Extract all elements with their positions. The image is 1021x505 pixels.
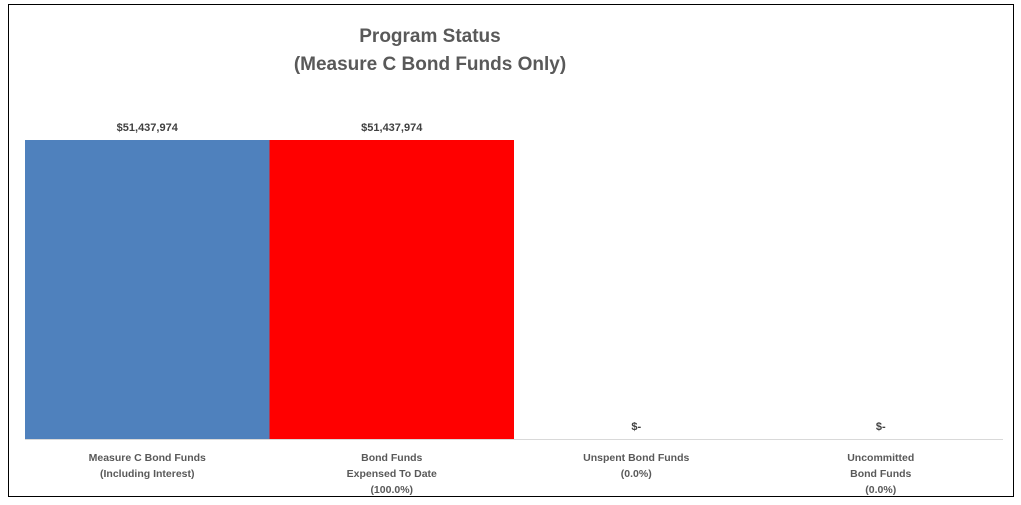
chart-title-line-2: (Measure C Bond Funds Only) — [294, 54, 566, 75]
bar-2 — [269, 140, 514, 439]
category-label-3-line-1: Unspent Bond Funds — [583, 452, 689, 464]
category-label-2-line-2: Expensed To Date — [347, 468, 437, 480]
chart-title: Program Status (Measure C Bond Funds Only… — [294, 26, 566, 75]
category-label-4-line-1: Uncommitted — [847, 452, 914, 464]
category-label-2-line-3: (100.0%) — [370, 484, 413, 496]
category-label-2-line-1: Bond Funds — [361, 452, 422, 464]
chart-title-line-1: Program Status — [359, 26, 500, 47]
category-label-1-line-2: (Including Interest) — [100, 468, 195, 480]
data-label-1: $51,437,974 — [117, 122, 179, 134]
category-label-4-line-3: (0.0%) — [865, 484, 896, 496]
category-label-1-line-1: Measure C Bond Funds — [89, 452, 206, 464]
category-label-3-line-2: (0.0%) — [621, 468, 652, 480]
data-labels: $51,437,974 $51,437,974 $- $- — [117, 122, 886, 433]
bar-1 — [25, 140, 270, 439]
category-label-4-line-2: Bond Funds — [850, 468, 911, 480]
data-label-3: $- — [631, 421, 641, 433]
data-label-4: $- — [876, 421, 886, 433]
bars — [25, 140, 514, 439]
category-labels: Measure C Bond Funds (Including Interest)… — [89, 452, 915, 496]
data-label-2: $51,437,974 — [361, 122, 423, 134]
